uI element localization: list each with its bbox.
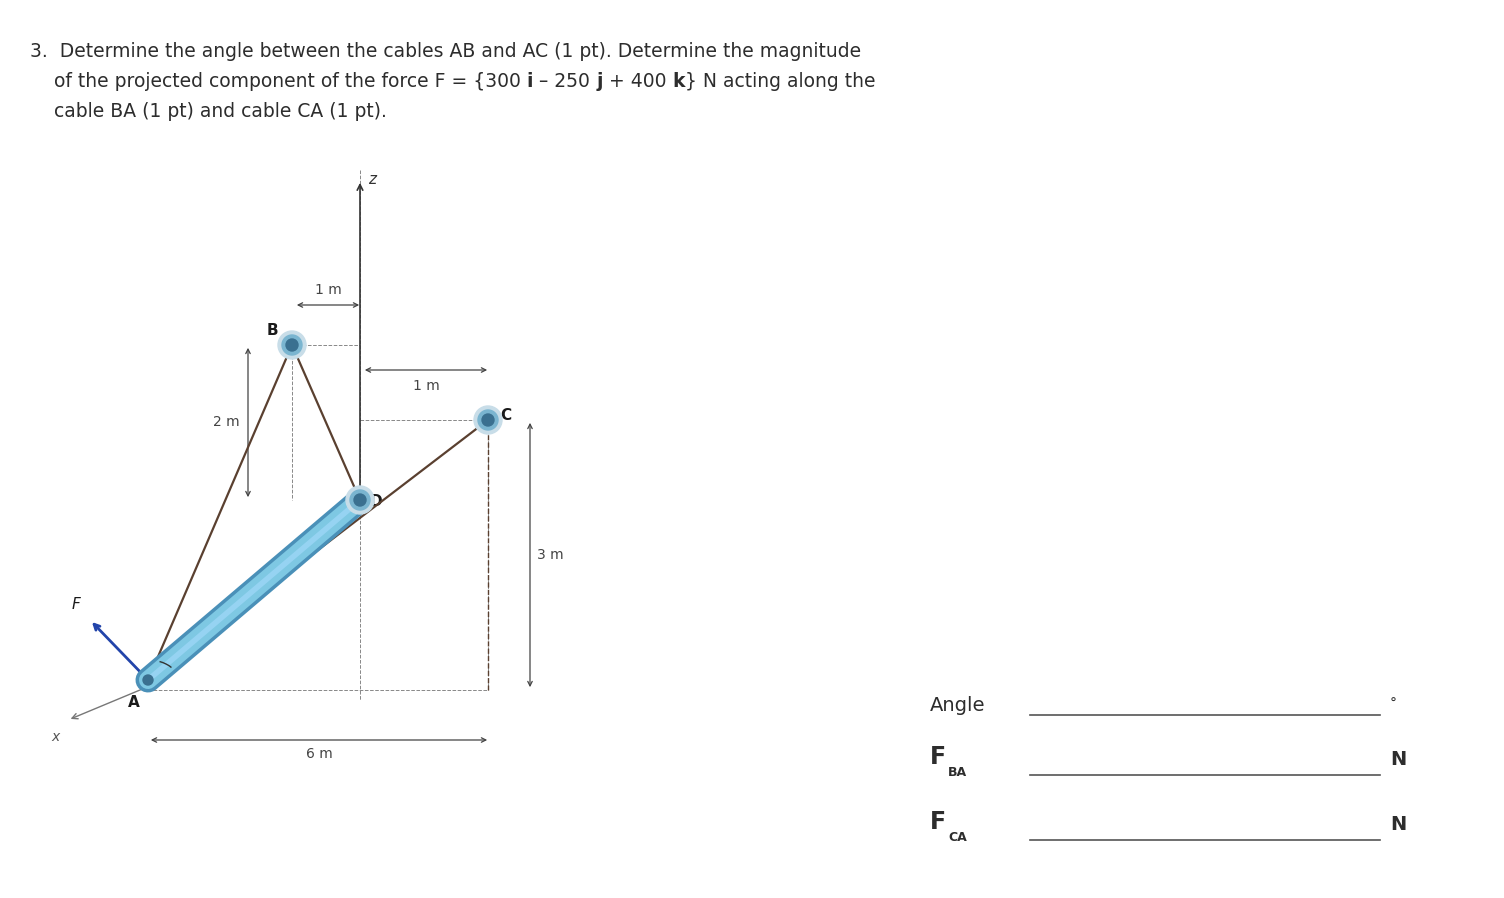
Text: B: B [266, 323, 278, 338]
Circle shape [143, 675, 153, 685]
Text: BA: BA [948, 766, 967, 779]
Text: 6 m: 6 m [305, 747, 332, 761]
Text: + 400: + 400 [603, 72, 672, 91]
Circle shape [350, 490, 370, 510]
Text: 2 m: 2 m [212, 416, 239, 429]
Text: C: C [499, 408, 511, 422]
Text: F: F [71, 597, 80, 612]
Text: D: D [370, 495, 382, 509]
Text: N: N [1390, 750, 1406, 769]
Circle shape [283, 335, 302, 355]
Text: k: k [672, 72, 684, 91]
Text: 3.  Determine the angle between the cables AB and AC (1 pt). Determine the magni: 3. Determine the angle between the cable… [30, 42, 862, 61]
Circle shape [346, 486, 374, 514]
Text: 3 m: 3 m [537, 548, 564, 562]
Text: 1 m: 1 m [412, 379, 439, 393]
Circle shape [278, 331, 305, 359]
Text: i: i [526, 72, 534, 91]
Circle shape [474, 406, 502, 434]
Circle shape [481, 414, 493, 426]
Text: – 250: – 250 [534, 72, 596, 91]
Text: Angle: Angle [929, 696, 985, 715]
Circle shape [478, 410, 498, 430]
Text: x: x [51, 730, 59, 744]
Text: °: ° [1390, 697, 1397, 711]
Text: of the projected component of the force F = {300: of the projected component of the force … [30, 72, 526, 91]
Circle shape [286, 339, 298, 351]
Text: F: F [929, 810, 946, 834]
Circle shape [353, 494, 365, 506]
Text: z: z [368, 172, 376, 187]
Text: j: j [596, 72, 603, 91]
Text: N: N [1390, 815, 1406, 834]
Text: θ: θ [180, 638, 190, 652]
Text: CA: CA [948, 831, 967, 844]
Text: A: A [128, 695, 140, 710]
Text: cable BA (1 pt) and cable CA (1 pt).: cable BA (1 pt) and cable CA (1 pt). [30, 102, 387, 121]
Text: 1 m: 1 m [314, 283, 341, 297]
Text: } N acting along the: } N acting along the [684, 72, 875, 91]
Text: F: F [929, 745, 946, 769]
